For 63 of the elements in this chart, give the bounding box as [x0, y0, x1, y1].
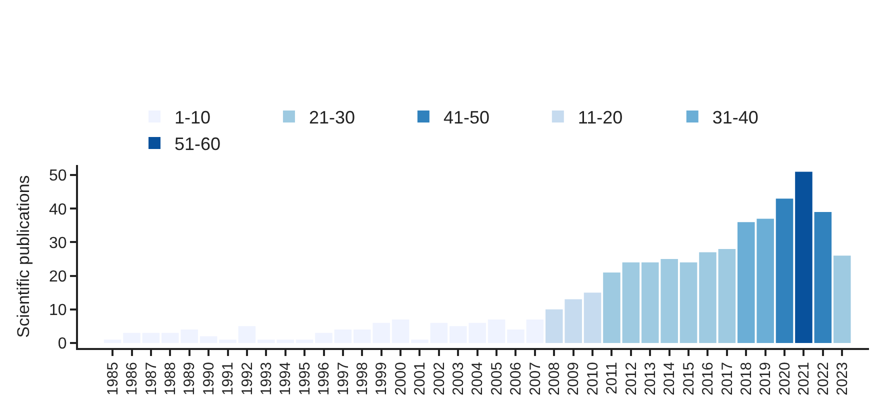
bar: [680, 262, 698, 343]
x-tick-label: 2012: [622, 362, 640, 396]
x-tick-label: 2014: [661, 362, 678, 396]
x-tick-label: 1995: [296, 362, 314, 396]
x-tick-label: 2007: [526, 362, 544, 396]
legend-label: 51-60: [174, 134, 221, 154]
x-tick-label: 2002: [430, 362, 448, 396]
x-tick-label: 1992: [238, 362, 256, 396]
x-tick-label: 1986: [124, 362, 141, 396]
x-tick-label: 2006: [508, 362, 525, 396]
x-tick-label: 1991: [220, 362, 237, 396]
x-tick-label: 2015: [680, 362, 698, 396]
x-tick-label: 2013: [642, 362, 660, 396]
bar: [833, 256, 851, 343]
x-tick-label: 2010: [584, 362, 602, 396]
bar: [584, 292, 602, 343]
x-tick-label: 2016: [700, 362, 717, 396]
bar: [776, 198, 794, 343]
x-tick-label: 2000: [392, 362, 410, 396]
x-tick-label: 2020: [776, 362, 794, 396]
x-tick-label: 1989: [181, 362, 198, 396]
x-tick-label: 1985: [104, 362, 122, 396]
bar: [718, 248, 736, 343]
bar: [622, 262, 640, 343]
y-tick-label: 50: [49, 168, 67, 185]
legend-label: 41-50: [443, 108, 490, 128]
x-tick-label: 2008: [546, 362, 564, 396]
x-tick-label: 1999: [373, 362, 390, 396]
legend-label: 31-40: [712, 108, 758, 128]
x-tick-label: 2011: [604, 362, 621, 394]
y-tick-label: 20: [49, 268, 67, 286]
x-tick-label: 2001: [412, 362, 429, 396]
x-tick-label: 1987: [142, 362, 160, 396]
y-axis-title: Scientific publications: [14, 175, 34, 338]
bar: [795, 172, 812, 343]
bar: [526, 319, 544, 343]
bar: [814, 212, 832, 343]
legend-label: 11-20: [578, 108, 623, 128]
y-tick-label: 40: [49, 201, 67, 218]
x-tick-label: 1997: [334, 362, 352, 396]
x-tick-label: 1996: [316, 362, 333, 396]
x-tick-label: 2009: [565, 362, 582, 396]
y-tick-label: 0: [58, 336, 67, 353]
x-tick-label: 2019: [757, 362, 774, 396]
legend-label: 21-30: [308, 108, 356, 128]
x-tick-label: 2018: [738, 362, 756, 396]
x-tick-label: 2023: [834, 362, 851, 396]
x-tick-label: 2022: [814, 362, 832, 396]
x-tick-label: 1998: [354, 362, 372, 396]
x-tick-label: 1988: [162, 362, 180, 396]
x-tick-label: 2017: [718, 362, 736, 396]
x-tick-label: 1990: [200, 362, 218, 396]
x-tick-label: 1993: [258, 362, 276, 396]
y-tick-label: 30: [49, 234, 67, 252]
x-tick-label: 2004: [469, 362, 486, 396]
x-tick-label: 1994: [277, 362, 294, 396]
x-tick-label: 2005: [488, 362, 506, 396]
y-tick-label: 10: [49, 302, 67, 319]
x-tick-label: 2021: [796, 362, 813, 396]
x-tick-label: 2003: [450, 362, 468, 396]
bar: [699, 252, 716, 343]
bar: [603, 272, 620, 343]
legend-label: 1-10: [174, 108, 211, 128]
